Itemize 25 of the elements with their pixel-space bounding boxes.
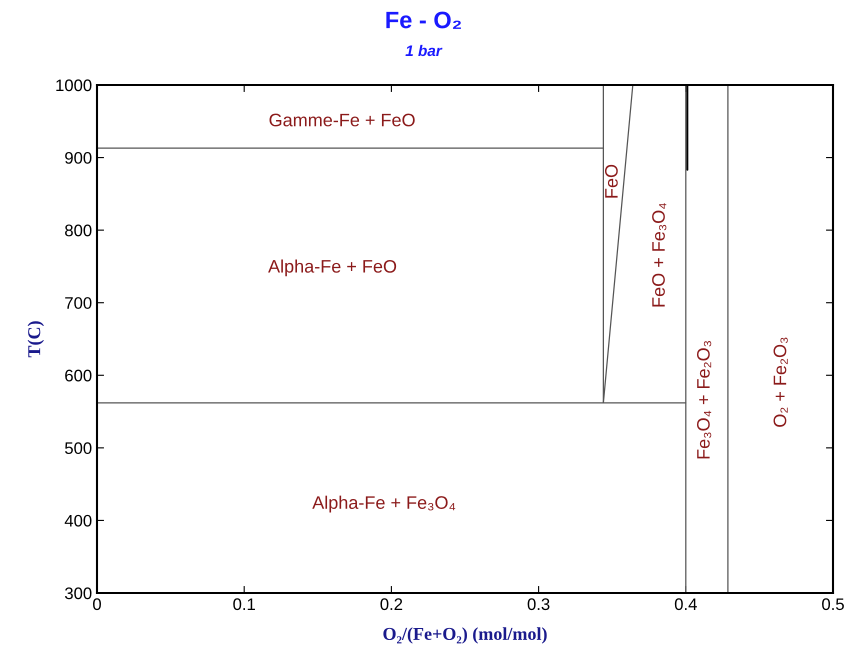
chart-subtitle: 1 bar xyxy=(405,44,442,56)
x-tick-label: 0.5 xyxy=(822,598,844,610)
x-tick-label: 0.3 xyxy=(528,598,550,610)
y-tick-label: 600 xyxy=(65,370,92,382)
y-tick-label: 400 xyxy=(64,514,92,527)
y-tick-label: 700 xyxy=(65,297,92,309)
y-tick-label: 500 xyxy=(65,442,92,454)
y-tick-label: 300 xyxy=(64,587,92,600)
y-tick-label: 1000 xyxy=(56,79,92,92)
y-tick-label: 800 xyxy=(65,224,92,236)
x-axis-title: O₂/(Fe+O₂) (mol/mol) xyxy=(383,627,547,644)
chart-title: Fe - O₂ xyxy=(386,12,461,29)
x-tick-label: 0.4 xyxy=(674,598,697,610)
annotation: Gamme-Fe + FeO xyxy=(270,114,415,126)
annotation: Fe₃O₄ + Fe₂O₃ xyxy=(696,341,712,458)
y-tick-label: 900 xyxy=(65,152,92,164)
annotation: Alpha-Fe + FeO xyxy=(268,259,396,276)
x-tick-label: 0 xyxy=(93,598,101,610)
x-tick-label: 0.1 xyxy=(233,598,255,610)
x-tick-label: 0.2 xyxy=(380,598,402,610)
annotation: Alpha-Fe + Fe₃O₄ xyxy=(312,496,456,513)
y-axis-title: T(C) xyxy=(28,321,44,358)
annotation: FeO + Fe₃O₄ xyxy=(652,203,666,306)
annotation: O₂ + Fe₂O₃ xyxy=(774,338,788,427)
annotation: FeO xyxy=(604,164,618,198)
